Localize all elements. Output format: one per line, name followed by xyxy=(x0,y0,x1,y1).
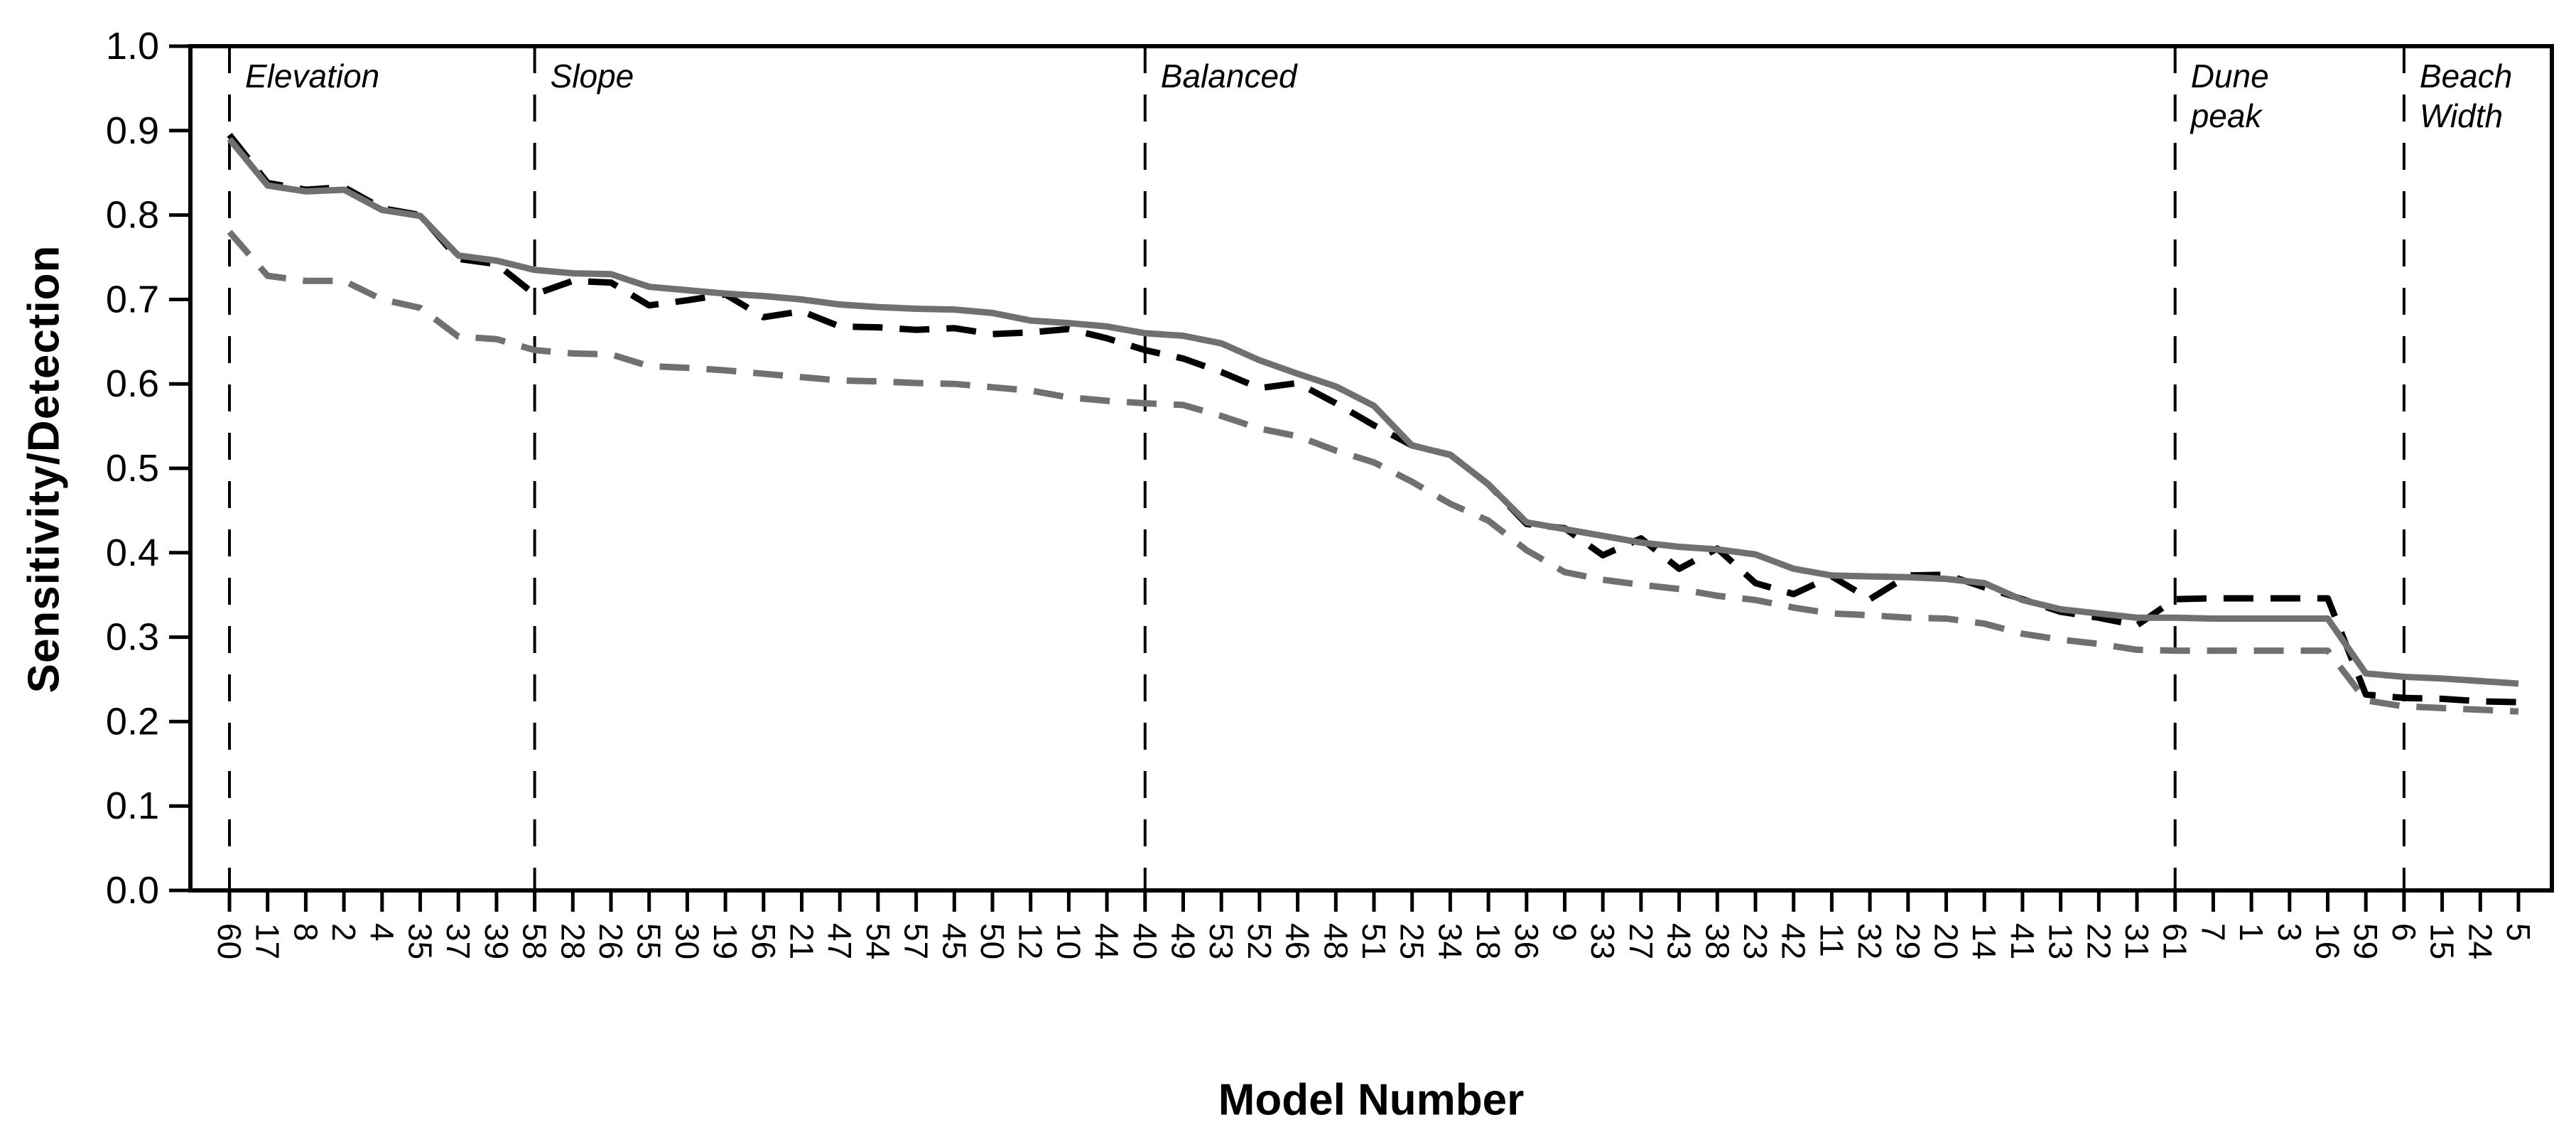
x-tick-label: 59 xyxy=(2347,923,2384,959)
x-tick-label: 11 xyxy=(1813,923,1850,957)
x-axis-title: Model Number xyxy=(1218,1075,1525,1125)
x-tick-label: 30 xyxy=(669,923,705,959)
x-tick-label: 51 xyxy=(1355,923,1392,959)
x-tick-label: 44 xyxy=(1088,923,1125,959)
x-tick-label: 60 xyxy=(211,923,248,959)
x-tick-label: 46 xyxy=(1279,923,1316,959)
x-tick-label: 61 xyxy=(2157,923,2194,959)
x-tick-label: 36 xyxy=(1508,923,1545,959)
x-tick-label: 2 xyxy=(325,923,362,942)
x-tick-label: 40 xyxy=(1127,923,1164,959)
plot-frame xyxy=(188,44,2554,893)
y-tick-label: 0.4 xyxy=(106,532,159,574)
x-tick-label: 10 xyxy=(1050,923,1087,959)
annotation-guides xyxy=(228,46,2405,890)
x-tick-label: 17 xyxy=(249,923,286,959)
x-tick-label: 55 xyxy=(631,923,668,959)
y-tick-label: 0.2 xyxy=(106,700,159,743)
x-tick-label: 1 xyxy=(2233,923,2270,942)
x-tick-label: 25 xyxy=(1394,923,1431,959)
series-line-sensitivity-black-dashed xyxy=(227,132,2519,706)
x-tick-label: 54 xyxy=(860,923,897,959)
x-tick-label: 35 xyxy=(402,923,439,959)
x-tick-label: 26 xyxy=(592,923,629,959)
x-tick-label: 9 xyxy=(1547,923,1584,942)
x-tick-label: 3 xyxy=(2271,923,2308,942)
y-tick-label: 1.0 xyxy=(106,25,159,68)
annotation-label: Dune peak xyxy=(2190,58,2269,134)
x-tick-label: 7 xyxy=(2195,923,2231,942)
x-tick-label: 32 xyxy=(1851,923,1888,959)
x-tick-label: 15 xyxy=(2424,923,2461,959)
y-tick-label: 0.0 xyxy=(106,869,159,912)
x-tick-label: 6 xyxy=(2386,923,2423,942)
annotation-label: Elevation xyxy=(245,58,379,95)
annotation-label: Balanced xyxy=(1161,58,1298,95)
x-tick-label: 29 xyxy=(1890,923,1927,959)
x-tick-label: 49 xyxy=(1165,923,1202,959)
y-axis: 0.0 0.1 0.2 0.3 0.4 0.5 0.6 0.7 0.8 0.9 1.0 xyxy=(106,25,190,912)
y-tick-label: 0.1 xyxy=(106,785,159,827)
x-tick-label: 41 xyxy=(2004,923,2041,959)
x-tick-label: 27 xyxy=(1623,923,1660,959)
x-tick-label: 14 xyxy=(1966,923,2003,959)
x-tick-label: 58 xyxy=(516,923,553,959)
series-line-gray-dashed-lower xyxy=(227,230,2519,715)
x-tick-label: 16 xyxy=(2310,923,2347,959)
x-tick-label: 8 xyxy=(287,923,324,942)
x-tick-label: 28 xyxy=(554,923,591,959)
x-tick-label: 38 xyxy=(1699,923,1736,959)
x-tick-label: 23 xyxy=(1737,923,1774,959)
annotation-labels: Elevation Slope Balanced Dune peak Beach Width xyxy=(245,58,2512,134)
x-tick-label: 43 xyxy=(1661,923,1698,959)
series-group xyxy=(227,132,2519,715)
x-tick-label: 39 xyxy=(478,923,515,959)
x-tick-label: 4 xyxy=(364,923,401,942)
x-tick-label: 18 xyxy=(1470,923,1507,959)
y-axis-title: Sensitivity/Detection xyxy=(19,244,69,694)
y-tick-label: 0.7 xyxy=(106,278,159,320)
y-tick-label: 0.5 xyxy=(106,447,159,490)
x-tick-label: 12 xyxy=(1012,923,1049,959)
x-tick-label: 53 xyxy=(1203,923,1240,959)
x-tick-label: 37 xyxy=(440,923,477,959)
x-tick-label: 42 xyxy=(1775,923,1812,959)
y-tick-label: 0.9 xyxy=(106,109,159,152)
x-tick-label: 24 xyxy=(2462,923,2499,959)
x-tick-label: 33 xyxy=(1584,923,1621,959)
x-tick-label: 19 xyxy=(707,923,744,959)
series-line-detection-gray-solid xyxy=(227,136,2519,687)
x-tick-label: 22 xyxy=(2080,923,2117,959)
annotation-label: Slope xyxy=(551,58,634,95)
x-tick-label: 5 xyxy=(2500,923,2537,942)
x-tick-label: 34 xyxy=(1432,923,1468,959)
x-tick-label: 56 xyxy=(745,923,782,959)
x-axis: 60 17 8 2 4 35 37 39 58 28 26 55 30 19 56 21 47 54 57 45 50 1… xyxy=(211,890,2537,959)
y-tick-label: 0.8 xyxy=(106,194,159,237)
y-tick-label: 0.6 xyxy=(106,362,159,405)
x-tick-label: 13 xyxy=(2042,923,2079,959)
y-tick-label: 0.3 xyxy=(106,616,159,659)
x-tick-label: 21 xyxy=(784,923,821,959)
x-tick-label: 48 xyxy=(1317,923,1354,959)
x-tick-label: 31 xyxy=(2118,923,2155,959)
annotation-label: Beach Width xyxy=(2420,58,2512,134)
x-tick-label: 52 xyxy=(1241,923,1278,959)
x-tick-label: 20 xyxy=(1928,923,1965,959)
x-tick-label: 57 xyxy=(898,923,935,959)
x-tick-label: 45 xyxy=(936,923,973,959)
x-tick-label: 50 xyxy=(974,923,1011,959)
x-tick-label: 47 xyxy=(821,923,858,959)
